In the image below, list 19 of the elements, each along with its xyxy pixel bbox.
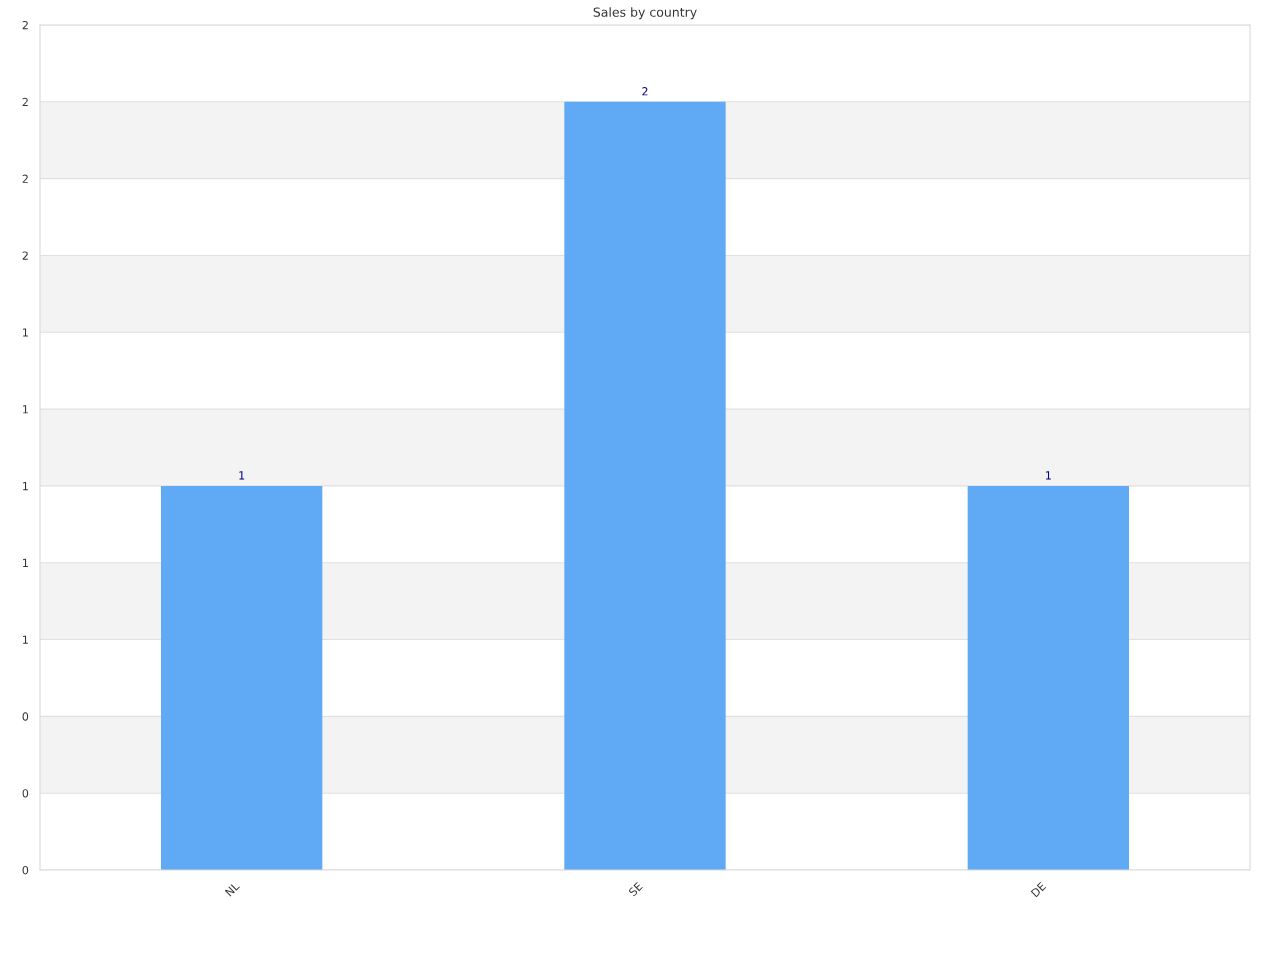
- data-label: 2: [642, 87, 648, 96]
- chart-title: Sales by country: [593, 7, 697, 20]
- y-tick-label: 1: [23, 635, 28, 644]
- data-label: 1: [239, 471, 245, 480]
- data-label: 1: [1046, 471, 1051, 480]
- y-tick-label: 0: [22, 865, 29, 875]
- y-tick-label: 2: [22, 174, 28, 183]
- y-tick-label: 0: [22, 789, 29, 798]
- x-tick-label: NL: [224, 881, 240, 897]
- y-tick-label: 0: [22, 712, 29, 721]
- y-tick-label: 2: [22, 251, 28, 260]
- x-tick-label: DE: [1030, 881, 1047, 898]
- y-tick-label: 1: [23, 482, 28, 491]
- y-tick-label: 2: [22, 20, 28, 30]
- y-tick-label: 2: [22, 97, 28, 107]
- x-tick-label: SE: [628, 881, 643, 897]
- y-tick-label: 1: [23, 405, 28, 414]
- y-tick-label: 1: [23, 328, 28, 337]
- y-tick-label: 1: [23, 558, 28, 567]
